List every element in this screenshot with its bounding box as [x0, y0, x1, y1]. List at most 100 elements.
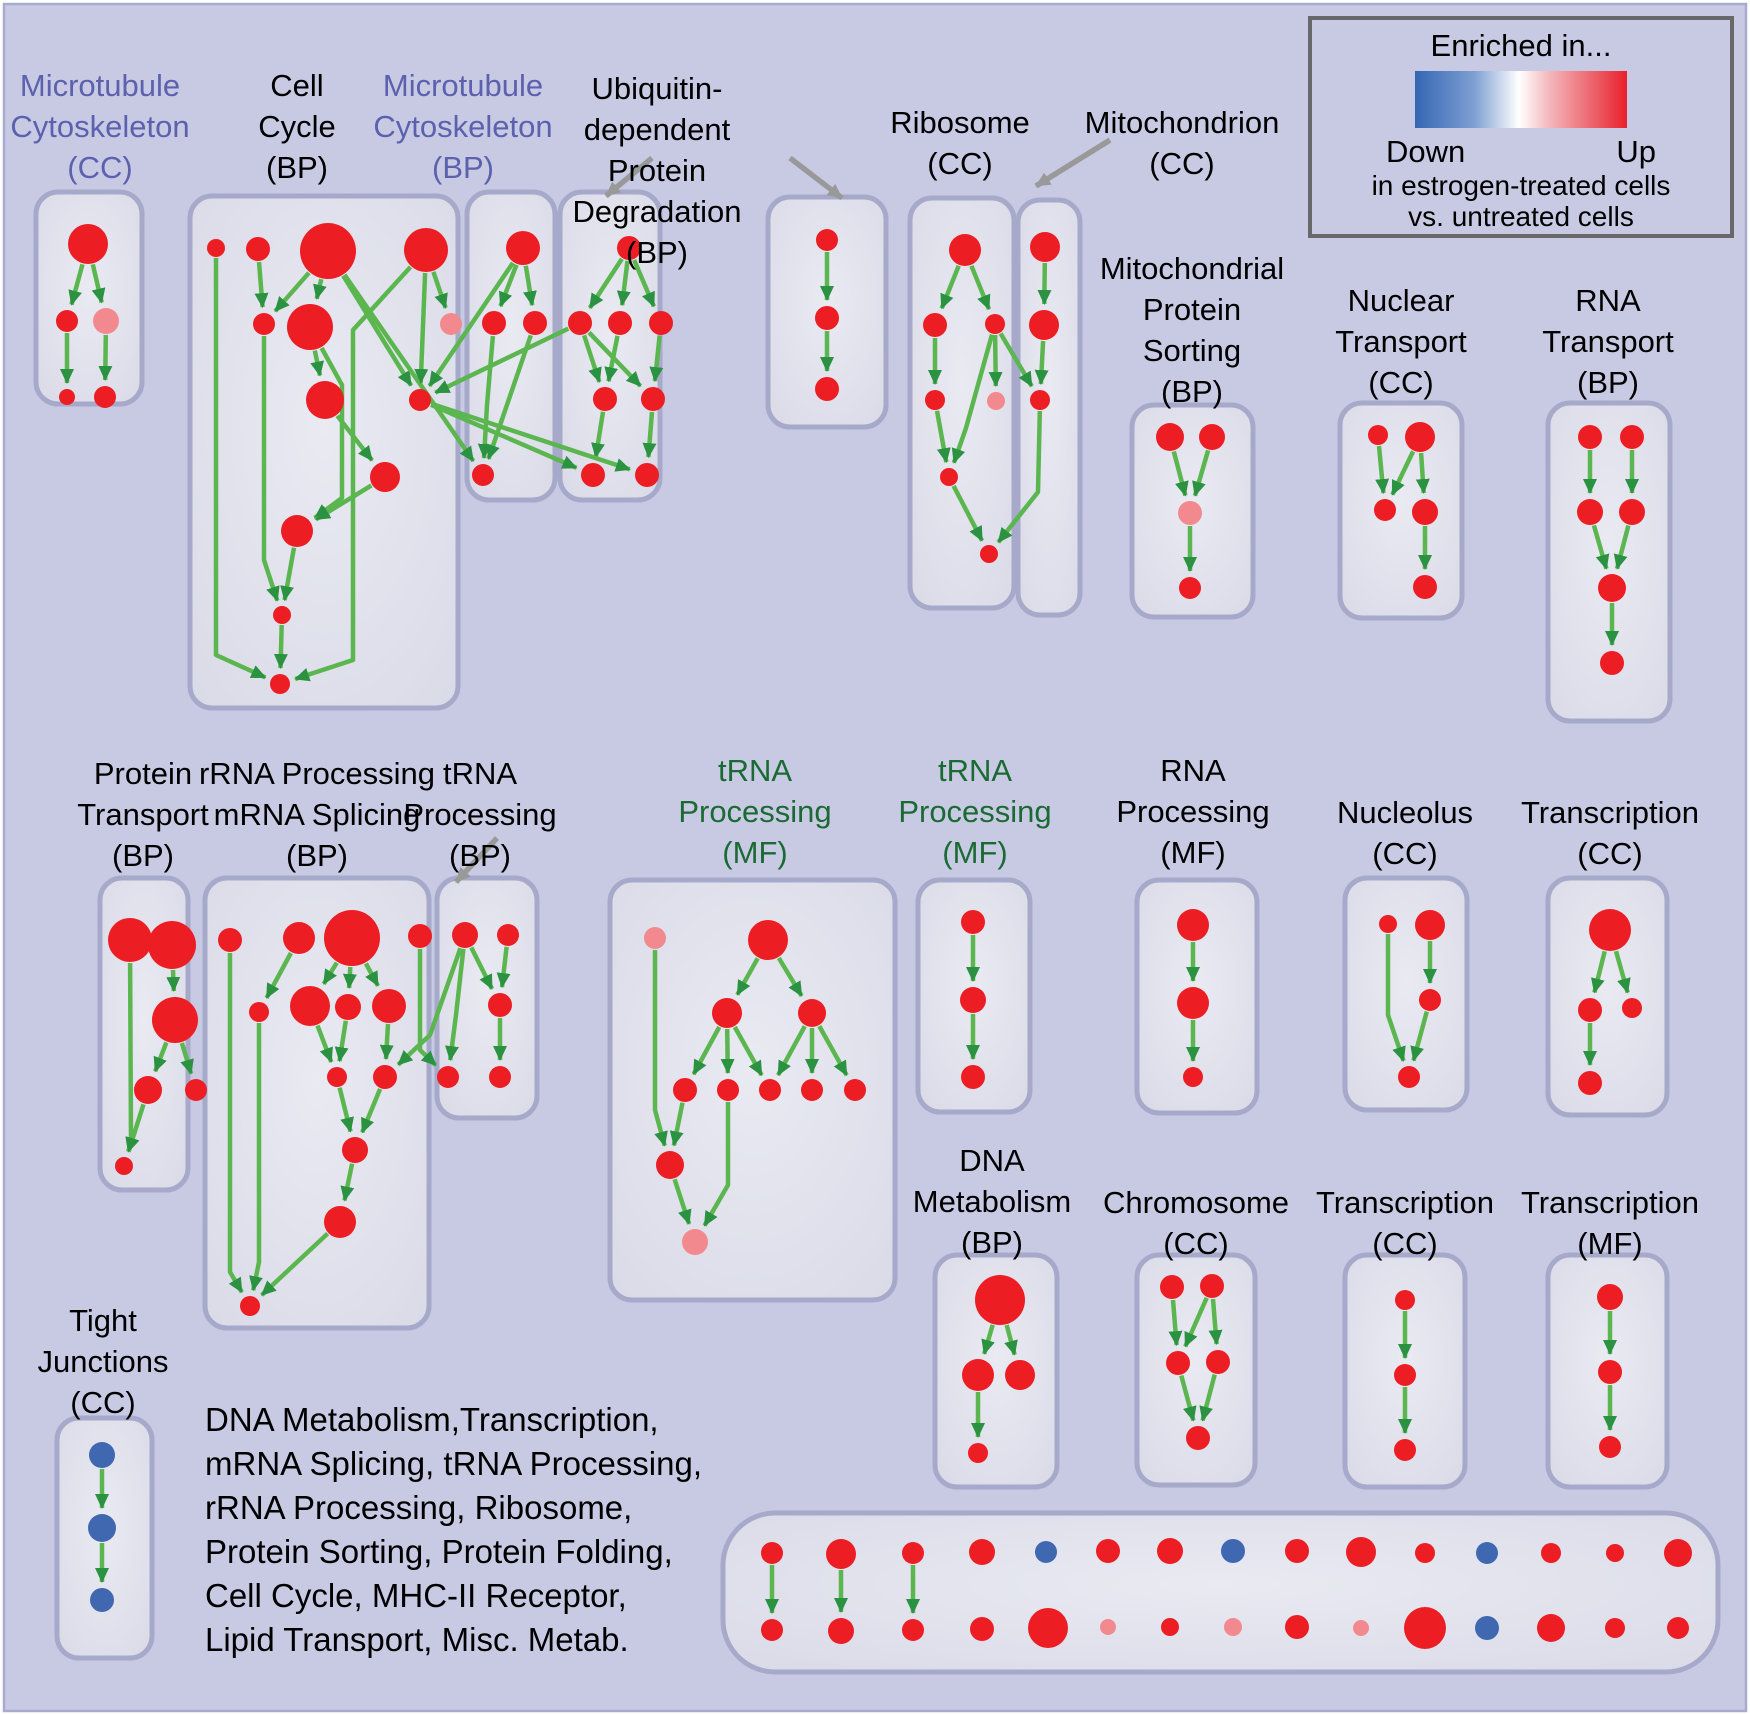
edge-arrow [732, 1025, 764, 1077]
cluster-label: RNA Processing (MF) [1116, 753, 1269, 870]
go-term-node [975, 1275, 1025, 1325]
cluster-label: Transcription (CC) [1521, 795, 1699, 871]
misc-text-line: mRNA Splicing, tRNA Processing, [205, 1445, 703, 1482]
go-term-node [925, 390, 945, 410]
go-term-node [1029, 310, 1059, 340]
cluster-label: Transcription (MF) [1521, 1185, 1699, 1261]
edge-arrow [691, 1025, 722, 1076]
go-term-node [324, 910, 380, 966]
go-term-node [1096, 1539, 1120, 1563]
go-term-node [207, 239, 225, 257]
cluster-label: Microtubule Cytoskeleton (CC) [10, 68, 189, 185]
go-term-node [497, 924, 519, 946]
edge-arrow [213, 258, 267, 680]
edge-arrow [951, 333, 995, 464]
edge-arrow [68, 263, 85, 306]
go-term-node [408, 924, 432, 948]
go-term-node [335, 994, 361, 1020]
go-term-node [1622, 998, 1642, 1018]
go-term-node [89, 1442, 115, 1468]
edge-arrow [996, 410, 1043, 544]
go-term-node [283, 922, 315, 954]
go-term-node [1395, 1290, 1415, 1310]
edge-arrow [1192, 449, 1211, 497]
go-term-node [1100, 1619, 1116, 1635]
edge-arrow [988, 334, 1003, 387]
go-term-node [940, 468, 958, 486]
go-term-node [287, 304, 333, 350]
edge-arrow [817, 1025, 849, 1077]
go-term-node [717, 1079, 739, 1101]
edge-arrow [335, 414, 374, 462]
go-term-node [816, 229, 838, 251]
go-term-node [437, 1066, 459, 1088]
go-term-node [1599, 1436, 1621, 1458]
cluster-label: Mitochondrion (CC) [1085, 105, 1280, 181]
go-term-node [246, 237, 270, 261]
legend-up-label: Up [1616, 134, 1656, 169]
go-term-node [902, 1542, 924, 1564]
misc-text-line: DNA Metabolism,Transcription, [205, 1401, 659, 1438]
go-term-node [324, 1206, 356, 1238]
edge-arrow [591, 411, 606, 459]
cluster-label: tRNA Processing (BP) [403, 756, 556, 873]
go-term-node [488, 993, 512, 1017]
go-term-node [593, 387, 617, 411]
go-term-node [801, 1079, 823, 1101]
edge-arrow [587, 257, 624, 310]
go-term-node [1285, 1539, 1309, 1563]
go-term-node [1206, 1350, 1230, 1374]
go-term-node [961, 1065, 985, 1089]
go-term-node [56, 310, 78, 332]
go-term-node [649, 311, 673, 335]
go-term-node [152, 997, 198, 1043]
go-term-node [306, 381, 344, 419]
go-term-node [1415, 1543, 1435, 1563]
go-term-node [568, 311, 592, 335]
cluster-label: Nuclear Transport (CC) [1335, 283, 1467, 400]
edge-arrow [126, 1103, 146, 1153]
cluster-label: RNA Transport (BP) [1542, 283, 1674, 400]
edge-arrow [1034, 340, 1049, 385]
go-term-node [923, 313, 947, 337]
edge-arrow [314, 483, 373, 522]
go-term-node [682, 1229, 708, 1255]
go-term-node [1183, 1067, 1203, 1087]
go-term-node [962, 1359, 994, 1391]
edge-arrow [260, 1231, 330, 1297]
go-term-node [970, 1617, 994, 1641]
go-term-node [240, 1296, 260, 1316]
cluster-label: Microtubule Cytoskeleton (BP) [373, 68, 552, 185]
go-term-node [440, 313, 462, 335]
go-term-node [1537, 1614, 1565, 1642]
edge-arrow [310, 350, 325, 377]
edge-arrow [264, 951, 293, 999]
edge-arrow [669, 1102, 685, 1147]
edge-arrow [1171, 450, 1189, 497]
go-term-node [1005, 1360, 1035, 1390]
edge-arrow [153, 1041, 169, 1073]
edge-arrow [434, 326, 570, 395]
go-term-node [1394, 1364, 1416, 1386]
edge-arrow [616, 260, 631, 307]
go-term-node [1600, 651, 1624, 675]
edge-arrow [1613, 950, 1631, 994]
box-misc-enriched-terms [720, 1510, 1721, 1675]
edge-arrow [735, 957, 760, 996]
go-term-node [1577, 499, 1603, 525]
go-term-node [1224, 1618, 1242, 1636]
edge-arrow [1613, 524, 1631, 570]
edge-arrow [1183, 1296, 1209, 1348]
go-term-node [1221, 1539, 1245, 1563]
edge-arrow [981, 1324, 995, 1355]
go-term-node [1606, 1544, 1624, 1562]
go-term-node [1285, 1615, 1309, 1639]
cluster-label: Transcription (CC) [1316, 1185, 1494, 1261]
cluster-label: Protein Transport (BP) [77, 756, 209, 873]
cluster-label: Tight Junctions (CC) [38, 1303, 169, 1420]
go-term-node [617, 236, 641, 260]
edge-arrow [261, 336, 280, 602]
box-chromosome-cc [1134, 1252, 1258, 1488]
label-pointer-arrow [788, 155, 844, 201]
